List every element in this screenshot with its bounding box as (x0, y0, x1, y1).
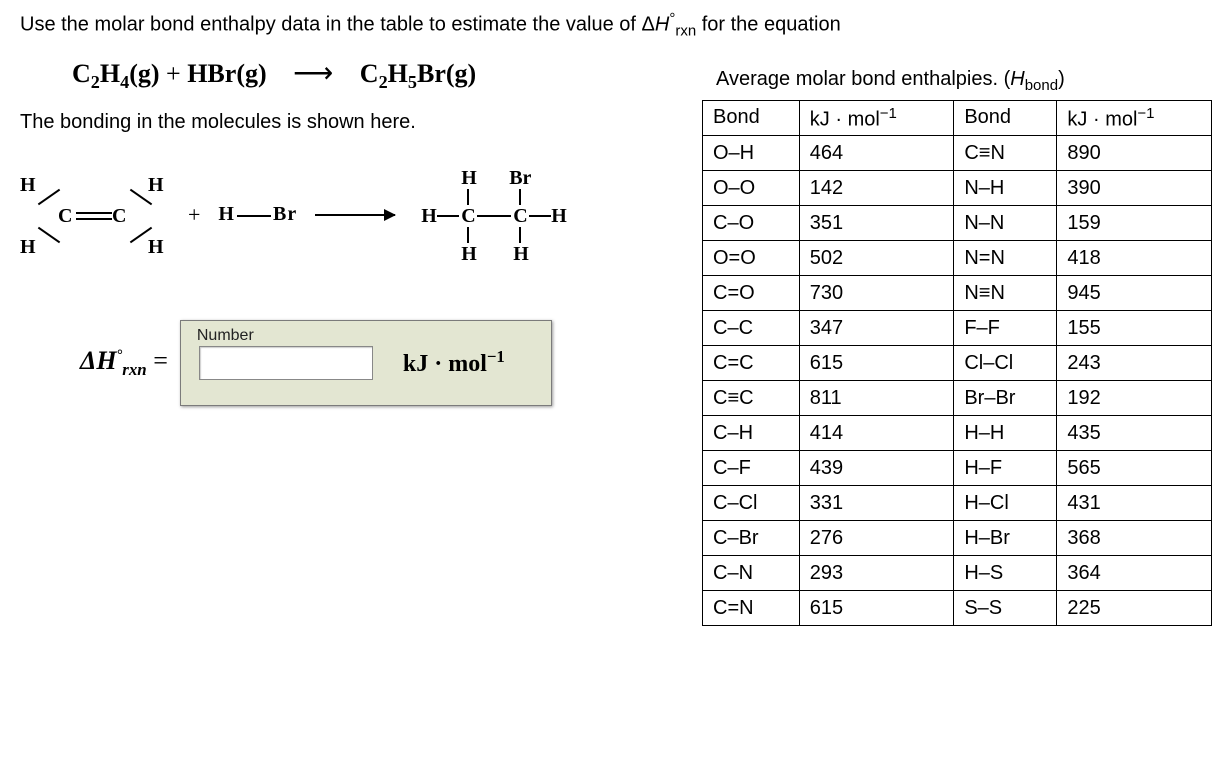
answer-input[interactable] (199, 346, 373, 380)
arrow-icon: ⟶ (293, 58, 333, 89)
table-cell: O=O (703, 241, 800, 276)
table-cell: H–S (954, 556, 1057, 591)
table-cell: H–F (954, 451, 1057, 486)
table-cell: 192 (1057, 381, 1212, 416)
table-cell: 155 (1057, 311, 1212, 346)
table-row: C–N293H–S364 (703, 556, 1212, 591)
table-cell: 418 (1057, 241, 1212, 276)
table-caption: Average molar bond enthalpies. (Hbond) (716, 68, 1212, 94)
table-row: C–Cl331H–Cl431 (703, 486, 1212, 521)
table-cell: C≡C (703, 381, 800, 416)
table-cell: C–F (703, 451, 800, 486)
col-val-2: kJ · mol−1 (1057, 100, 1212, 136)
long-arrow-icon (315, 214, 395, 216)
table-cell: 502 (799, 241, 954, 276)
table-cell: C–O (703, 206, 800, 241)
table-cell: 615 (799, 346, 954, 381)
table-cell: N–N (954, 206, 1057, 241)
ethene-structure: C C H H H H (20, 170, 170, 260)
table-cell: 276 (799, 521, 954, 556)
table-cell: N=N (954, 241, 1057, 276)
table-cell: C–H (703, 416, 800, 451)
table-cell: 293 (799, 556, 954, 591)
table-row: C–H414H–H435 (703, 416, 1212, 451)
table-cell: 890 (1057, 136, 1212, 171)
structure-diagram: C C H H H H + HBr C C H (20, 160, 672, 270)
answer-row: ΔH°rxn = Number kJ · mol−1 (80, 320, 672, 406)
table-cell: C=C (703, 346, 800, 381)
table-cell: 364 (1057, 556, 1212, 591)
table-header-row: Bond kJ · mol−1 Bond kJ · mol−1 (703, 100, 1212, 136)
col-val-1: kJ · mol−1 (799, 100, 954, 136)
reaction-equation: C2H4(g) + HBr(g) ⟶ C2H5Br(g) (72, 56, 672, 93)
table-row: C–F439H–F565 (703, 451, 1212, 486)
table-cell: Br–Br (954, 381, 1057, 416)
hbr-structure: HBr (218, 203, 297, 226)
table-cell: H–H (954, 416, 1057, 451)
table-cell: 390 (1057, 171, 1212, 206)
table-cell: 615 (799, 591, 954, 626)
table-cell: H–Br (954, 521, 1057, 556)
table-cell: 811 (799, 381, 954, 416)
question-line: Use the molar bond enthalpy data in the … (20, 10, 1212, 40)
table-cell: 142 (799, 171, 954, 206)
table-cell: 351 (799, 206, 954, 241)
table-cell: C=O (703, 276, 800, 311)
table-row: C=O730N≡N945 (703, 276, 1212, 311)
table-cell: 435 (1057, 416, 1212, 451)
ethyl-bromide-structure: C C H H H Br H H (413, 165, 563, 265)
table-cell: 243 (1057, 346, 1212, 381)
table-cell: 368 (1057, 521, 1212, 556)
table-row: C=N615S–S225 (703, 591, 1212, 626)
table-cell: F–F (954, 311, 1057, 346)
bond-enthalpy-table: Bond kJ · mol−1 Bond kJ · mol−1 O–H464C≡… (702, 100, 1212, 627)
table-cell: O–H (703, 136, 800, 171)
table-cell: C–Cl (703, 486, 800, 521)
table-cell: 331 (799, 486, 954, 521)
plus-icon: + (188, 202, 200, 228)
number-label: Number (197, 327, 254, 345)
table-cell: H–Cl (954, 486, 1057, 521)
col-bond-2: Bond (954, 100, 1057, 136)
table-cell: C≡N (954, 136, 1057, 171)
table-cell: N–H (954, 171, 1057, 206)
answer-unit: kJ · mol−1 (403, 347, 505, 378)
table-row: C=C615Cl–Cl243 (703, 346, 1212, 381)
table-cell: 565 (1057, 451, 1212, 486)
table-row: O–H464C≡N890 (703, 136, 1212, 171)
table-row: O=O502N=N418 (703, 241, 1212, 276)
right-column: Average molar bond enthalpies. (Hbond) B… (702, 56, 1212, 627)
table-cell: 414 (799, 416, 954, 451)
table-cell: 464 (799, 136, 954, 171)
table-cell: 431 (1057, 486, 1212, 521)
table-cell: 159 (1057, 206, 1212, 241)
table-cell: 945 (1057, 276, 1212, 311)
table-cell: C–Br (703, 521, 800, 556)
table-row: C–Br276H–Br368 (703, 521, 1212, 556)
table-row: C–C347F–F155 (703, 311, 1212, 346)
bonding-caption: The bonding in the molecules is shown he… (20, 111, 672, 134)
table-cell: 439 (799, 451, 954, 486)
table-cell: C–C (703, 311, 800, 346)
table-cell: C–N (703, 556, 800, 591)
table-cell: 347 (799, 311, 954, 346)
table-row: C–O351N–N159 (703, 206, 1212, 241)
table-cell: N≡N (954, 276, 1057, 311)
table-row: O–O142N–H390 (703, 171, 1212, 206)
question-text-a: Use the molar bond enthalpy data in the … (20, 14, 655, 36)
col-bond-1: Bond (703, 100, 800, 136)
question-text-b: for the equation (696, 14, 841, 36)
table-row: C≡C811Br–Br192 (703, 381, 1212, 416)
table-cell: 225 (1057, 591, 1212, 626)
left-column: C2H4(g) + HBr(g) ⟶ C2H5Br(g) The bonding… (20, 56, 672, 627)
table-cell: S–S (954, 591, 1057, 626)
answer-box: Number kJ · mol−1 (180, 320, 552, 406)
table-cell: O–O (703, 171, 800, 206)
delta-h-label: ΔH°rxn = (80, 346, 168, 380)
table-cell: 730 (799, 276, 954, 311)
table-cell: C=N (703, 591, 800, 626)
table-cell: Cl–Cl (954, 346, 1057, 381)
